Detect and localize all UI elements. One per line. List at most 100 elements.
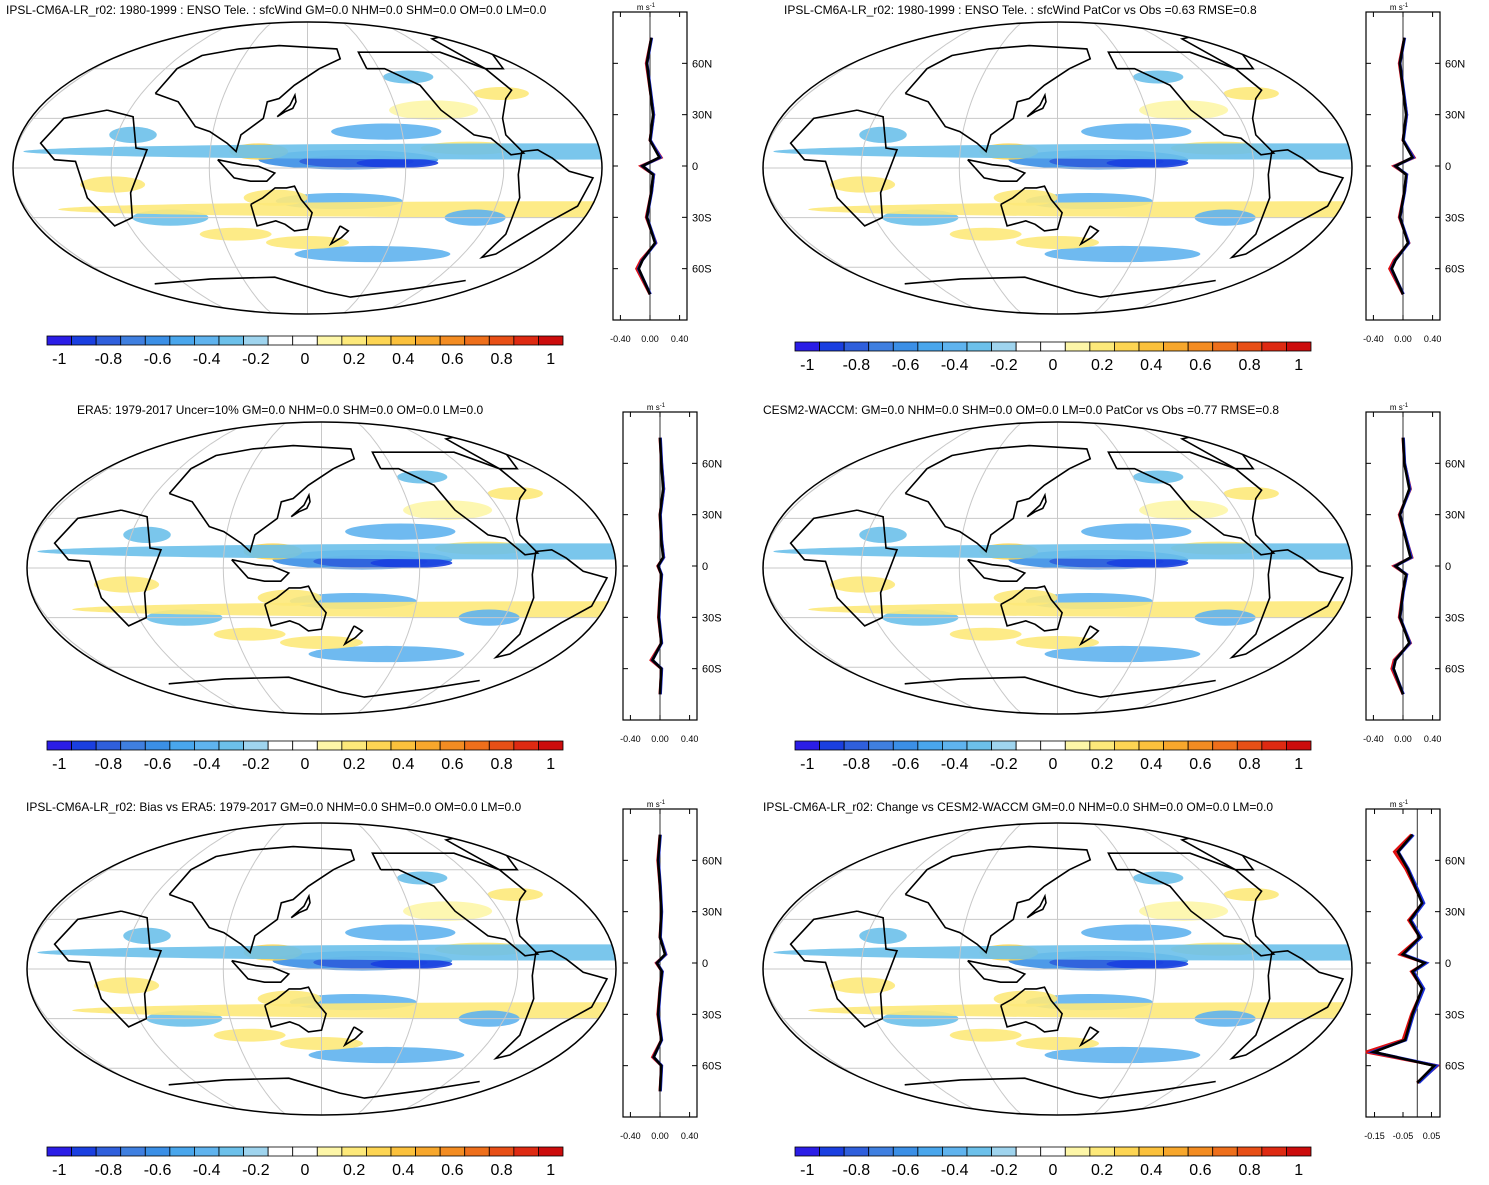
colorbar-swatch	[1114, 1146, 1140, 1157]
chart-title: IPSL-CM6A-LR_r02: 1980-1999 : ENSO Tele.…	[6, 3, 547, 17]
chart-panel: CESM2-WACCM: GM=0.0 NHM=0.0 SHM=0.0 OM=0…	[748, 400, 1489, 780]
profile-unit: m s-1	[1390, 403, 1409, 412]
longitude-gridline	[1120, 422, 1255, 714]
anomaly-contour	[1044, 245, 1201, 263]
anomaly-contour	[308, 1046, 465, 1064]
world-map	[762, 822, 1353, 1116]
longitude-gridline	[384, 823, 519, 1115]
anomaly-contour	[243, 189, 308, 206]
x-tick-label: 0.40	[671, 334, 689, 344]
coastline	[39, 109, 149, 227]
lat-label: 30N	[702, 510, 722, 522]
anomaly-contour	[213, 1028, 286, 1042]
colorbar-label: -0.6	[892, 357, 920, 374]
anomaly-contour	[773, 543, 1352, 560]
anomaly-contour	[808, 601, 1352, 618]
anomaly-contour	[123, 927, 171, 945]
anomaly-contour	[213, 627, 286, 641]
colorbar-swatch	[1212, 341, 1238, 352]
colorbar-swatch	[1187, 341, 1214, 352]
coastline	[1000, 185, 1063, 232]
anomaly-contour	[58, 201, 602, 218]
world-map	[26, 822, 617, 1116]
lat-label: 60S	[1445, 1061, 1465, 1073]
colorbar-swatch	[194, 335, 220, 346]
longitude-gridline	[1120, 22, 1255, 314]
x-tick-label: 0.00	[1394, 734, 1412, 744]
lat-label: 30N	[1445, 907, 1465, 919]
world-map	[26, 421, 617, 715]
longitude-gridline	[860, 422, 995, 714]
colorbar-swatch	[794, 740, 820, 751]
x-tick-label: 0.00	[651, 734, 669, 744]
coastline	[1078, 225, 1100, 247]
colorbar-swatch	[390, 335, 416, 346]
coastline	[53, 509, 163, 627]
colorbar-swatch	[1089, 1146, 1115, 1157]
colorbar-label: 0.4	[392, 351, 414, 368]
x-tick-label: 0.00	[1394, 334, 1412, 344]
anomaly-contour	[473, 87, 529, 101]
colorbar-swatch	[1163, 341, 1189, 352]
colorbar-swatch	[917, 1146, 943, 1157]
anomaly-contour	[487, 888, 543, 902]
colorbar-label: 0.4	[392, 1162, 414, 1179]
colorbar-label: 1	[546, 756, 555, 773]
map-border	[762, 421, 1353, 715]
lat-label: 60S	[702, 1061, 722, 1073]
colorbar-swatch	[1064, 341, 1091, 352]
colorbar-swatch	[95, 1146, 122, 1157]
coastline	[276, 92, 297, 118]
colorbar-label: -0.2	[242, 351, 270, 368]
anomaly-contour	[1081, 924, 1192, 941]
colorbar-swatch	[194, 740, 220, 751]
colorbar-label: 0.2	[1091, 1162, 1113, 1179]
colorbar-swatch	[366, 335, 392, 346]
colorbar-label: 0.6	[441, 756, 463, 773]
colorbar-swatch	[488, 1146, 515, 1157]
anomaly-contour	[370, 959, 453, 969]
colorbar-label: -0.6	[144, 1162, 172, 1179]
lat-label: 60S	[1445, 264, 1465, 276]
colorbar-swatch	[868, 1146, 894, 1157]
colorbar-swatch	[794, 341, 820, 352]
colorbar-swatch	[243, 335, 269, 346]
anomaly-contour	[1223, 888, 1279, 902]
anomaly-contour	[308, 645, 465, 663]
colorbar-label: 0.4	[1140, 756, 1162, 773]
colorbar-swatch	[1236, 1146, 1263, 1157]
colorbar-swatch	[1212, 740, 1238, 751]
lat-label: 60S	[692, 264, 712, 276]
chart-panel: IPSL-CM6A-LR_r02: Bias vs ERA5: 1979-201…	[0, 797, 741, 1179]
coastline	[168, 676, 480, 698]
colorbar-swatch	[439, 740, 466, 751]
coastline	[904, 444, 1092, 553]
x-tick-label: -0.40	[620, 734, 641, 744]
coastline	[789, 509, 899, 627]
colorbar-swatch	[892, 341, 919, 352]
colorbar-swatch	[1163, 1146, 1189, 1157]
colorbar-swatch	[292, 335, 318, 346]
colorbar-swatch	[819, 740, 845, 751]
colorbar-swatch	[917, 341, 943, 352]
colorbar-swatch	[1212, 1146, 1238, 1157]
longitude-gridline	[27, 823, 228, 1115]
colorbar-label: -0.6	[144, 756, 172, 773]
colorbar: -1 -0.8 -0.6 -0.4 -0.2 0 0.2 0.4 0.6 0.8 1	[46, 335, 564, 368]
longitude-gridline	[27, 422, 228, 714]
colorbar-label: 0	[301, 756, 310, 773]
colorbar-swatch	[843, 341, 870, 352]
colorbar-swatch	[966, 1146, 992, 1157]
colorbar-swatch	[1261, 341, 1287, 352]
colorbar-swatch	[316, 335, 343, 346]
colorbar-label: -0.4	[193, 756, 221, 773]
colorbar-swatch	[464, 740, 490, 751]
colorbar-label: 0.8	[490, 756, 512, 773]
anomaly-contour	[993, 189, 1058, 206]
colorbar-label: 0	[301, 1162, 310, 1179]
colorbar-swatch	[439, 1146, 466, 1157]
chart-title: IPSL-CM6A-LR_r02: 1980-1999 : ENSO Tele.…	[784, 3, 1257, 17]
colorbar-swatch	[513, 1146, 539, 1157]
coastline	[231, 558, 291, 582]
colorbar-swatch	[843, 740, 870, 751]
